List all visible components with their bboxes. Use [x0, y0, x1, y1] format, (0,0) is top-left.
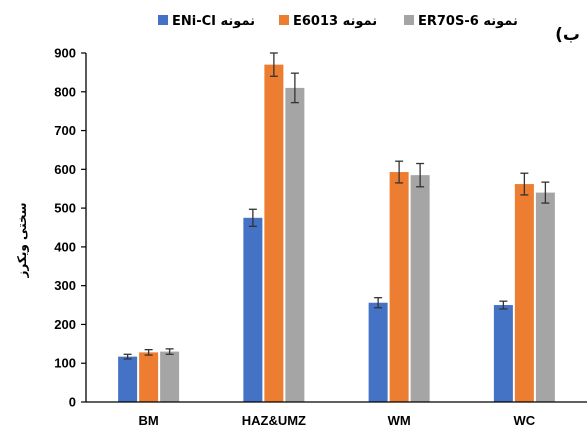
bar: [535, 192, 555, 402]
bar: [139, 352, 159, 402]
bar: [243, 217, 263, 402]
y-tick-label: 400: [54, 239, 76, 254]
legend-swatch: [279, 15, 289, 25]
x-tick-label: WC: [514, 413, 536, 428]
bar: [285, 87, 305, 403]
y-tick-label: 500: [54, 201, 76, 216]
bar: [514, 184, 534, 402]
bars-group: [118, 64, 555, 403]
legend-label: نمونه ER70S-6: [418, 14, 518, 29]
x-tick-label: HAZ&UMZ: [242, 413, 306, 428]
legend-label: نمونه E6013: [293, 14, 377, 29]
bar: [368, 302, 388, 402]
error-bars-group: [123, 52, 550, 360]
legend-swatch: [158, 15, 168, 25]
y-tick-label: 700: [54, 123, 76, 138]
bar: [389, 172, 409, 402]
bar: [118, 356, 138, 402]
x-tick-label: WM: [388, 413, 411, 428]
y-axis: 0 100 200 300 400 500 600 700 800 900: [54, 46, 86, 410]
bar: [410, 175, 430, 402]
y-tick-label: 0: [69, 395, 76, 410]
panel-label: (ب: [555, 25, 580, 45]
bar: [264, 64, 284, 402]
y-tick-label: 300: [54, 278, 76, 293]
x-axis: BM HAZ&UMZ WM WC: [139, 413, 536, 428]
x-tick-label: BM: [139, 413, 159, 428]
y-tick-label: 900: [54, 46, 76, 61]
y-axis-label: سختی ویکرز: [15, 203, 30, 279]
legend: نمونه ENi-CI نمونه E6013 نمونه ER70S-6: [158, 14, 518, 29]
legend-label: نمونه ENi-CI: [172, 14, 255, 29]
y-tick-label: 600: [54, 162, 76, 177]
y-tick-label: 200: [54, 317, 76, 332]
legend-swatch: [404, 15, 414, 25]
y-tick-label: 100: [54, 356, 76, 371]
bar: [493, 305, 513, 402]
y-tick-label: 800: [54, 84, 76, 99]
bar: [160, 351, 180, 402]
